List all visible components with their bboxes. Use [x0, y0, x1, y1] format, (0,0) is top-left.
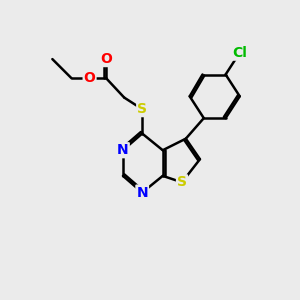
Text: S: S: [177, 175, 187, 189]
Text: N: N: [136, 186, 148, 200]
Text: N: N: [117, 143, 129, 157]
Text: Cl: Cl: [232, 46, 247, 60]
Text: S: S: [137, 102, 147, 116]
Text: O: O: [84, 71, 95, 85]
Text: O: O: [100, 52, 112, 66]
